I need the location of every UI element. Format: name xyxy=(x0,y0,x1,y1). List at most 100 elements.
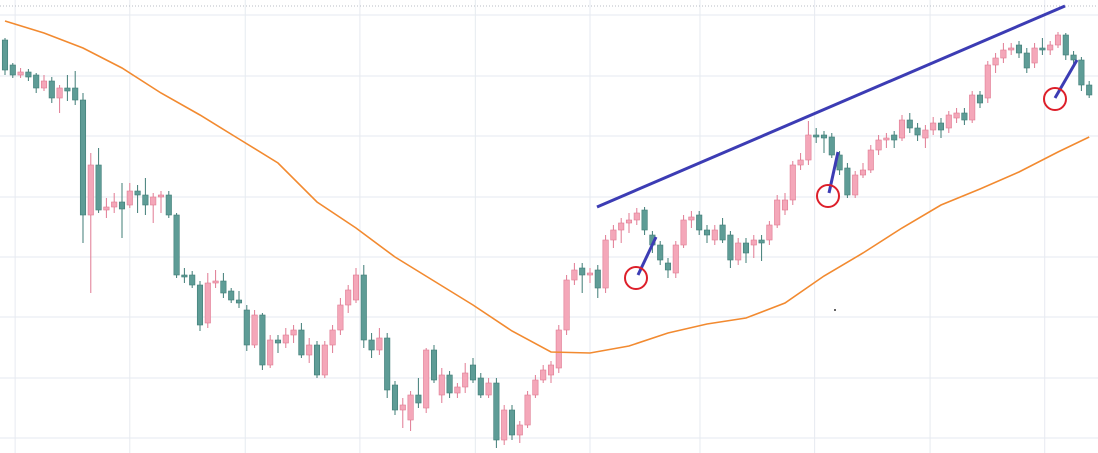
candle-body xyxy=(399,404,406,411)
trend-line xyxy=(596,4,1066,209)
candle-body xyxy=(40,80,48,89)
candle-body xyxy=(501,409,508,441)
candle-body xyxy=(742,242,750,254)
candle-body xyxy=(142,194,149,206)
candle-body xyxy=(719,224,726,241)
candle-body xyxy=(984,64,991,99)
candle-body xyxy=(469,364,477,381)
candle-body xyxy=(407,394,414,421)
candle-body xyxy=(586,272,594,276)
candle-body xyxy=(118,201,126,210)
candle-body xyxy=(875,139,882,151)
candle-body xyxy=(189,274,196,286)
candle-body xyxy=(368,339,375,351)
candle-body xyxy=(95,164,102,211)
candle-body xyxy=(1054,34,1062,46)
candle-body xyxy=(181,274,188,278)
dot xyxy=(834,309,836,311)
highlight-circle xyxy=(1043,87,1067,111)
candle-body xyxy=(594,269,601,289)
candle-body xyxy=(150,196,157,206)
candle-body xyxy=(820,134,828,139)
candle-body xyxy=(290,329,297,336)
candle-body xyxy=(1086,84,1093,96)
candle-body xyxy=(672,244,679,274)
candle-body xyxy=(360,274,367,341)
candle-body xyxy=(477,377,484,396)
candle-body xyxy=(243,309,250,346)
candle-body xyxy=(165,194,172,216)
candle-body xyxy=(126,190,133,206)
candle-body xyxy=(313,344,321,376)
candle-body xyxy=(321,344,328,376)
candle-body xyxy=(454,386,461,394)
candle-body xyxy=(376,337,383,351)
candle-body xyxy=(25,71,32,78)
candle-body xyxy=(727,234,734,261)
candle-body xyxy=(657,244,664,261)
candle-body xyxy=(641,209,648,231)
candle-body xyxy=(1047,44,1054,51)
candle-body xyxy=(992,57,999,66)
candle-body xyxy=(17,71,24,76)
candle-body xyxy=(204,282,211,324)
candle-body xyxy=(703,229,711,236)
candle-body xyxy=(914,127,921,136)
candle-body xyxy=(173,214,180,276)
candle-body xyxy=(711,229,718,241)
candle-body xyxy=(625,219,633,224)
candle-body xyxy=(9,64,16,76)
candle-body xyxy=(547,364,555,376)
candle-body xyxy=(1031,47,1038,64)
candle-body xyxy=(1062,34,1069,56)
candle-body xyxy=(844,167,851,196)
candle-body xyxy=(235,299,243,304)
candle-body xyxy=(64,87,71,92)
candle-body xyxy=(212,280,219,284)
candle-body xyxy=(79,99,87,216)
candle-body xyxy=(766,224,773,241)
candle-body xyxy=(867,149,874,171)
candle-body xyxy=(493,382,500,441)
candle-body xyxy=(345,289,352,306)
annotations xyxy=(596,4,1079,311)
candle-body xyxy=(1023,52,1030,69)
candle-body xyxy=(251,314,258,346)
candle-body xyxy=(306,344,313,356)
candle-body xyxy=(532,379,539,396)
candle-body xyxy=(1,39,9,71)
candle-body xyxy=(438,374,445,396)
candle-body xyxy=(859,169,867,176)
candle-body xyxy=(618,222,625,231)
candle-body xyxy=(337,304,344,331)
candle-body xyxy=(750,239,757,246)
candle-body xyxy=(805,134,812,161)
candle-body xyxy=(563,279,570,331)
candle-body xyxy=(852,174,859,196)
candle-body xyxy=(352,274,360,301)
candle-body xyxy=(969,94,976,121)
candle-body xyxy=(516,424,523,436)
candle-body xyxy=(1078,59,1085,86)
candle-body xyxy=(774,199,781,226)
candle-body xyxy=(610,229,617,241)
candle-body xyxy=(891,134,898,141)
candle-body xyxy=(134,190,141,196)
candle-body xyxy=(922,129,929,139)
candle-body xyxy=(1015,44,1023,54)
candle-body xyxy=(735,242,742,261)
candle-body xyxy=(797,159,804,166)
candle-body xyxy=(33,74,40,89)
candle-body xyxy=(48,80,55,99)
candle-body xyxy=(555,329,562,369)
candle-body xyxy=(282,334,289,344)
candle-body xyxy=(298,329,305,356)
candle-body xyxy=(633,212,640,221)
candle-body xyxy=(1000,49,1007,59)
candle-body xyxy=(1039,47,1046,51)
candle-body xyxy=(976,94,984,104)
candle-body xyxy=(688,216,695,221)
candle-body xyxy=(508,409,516,436)
